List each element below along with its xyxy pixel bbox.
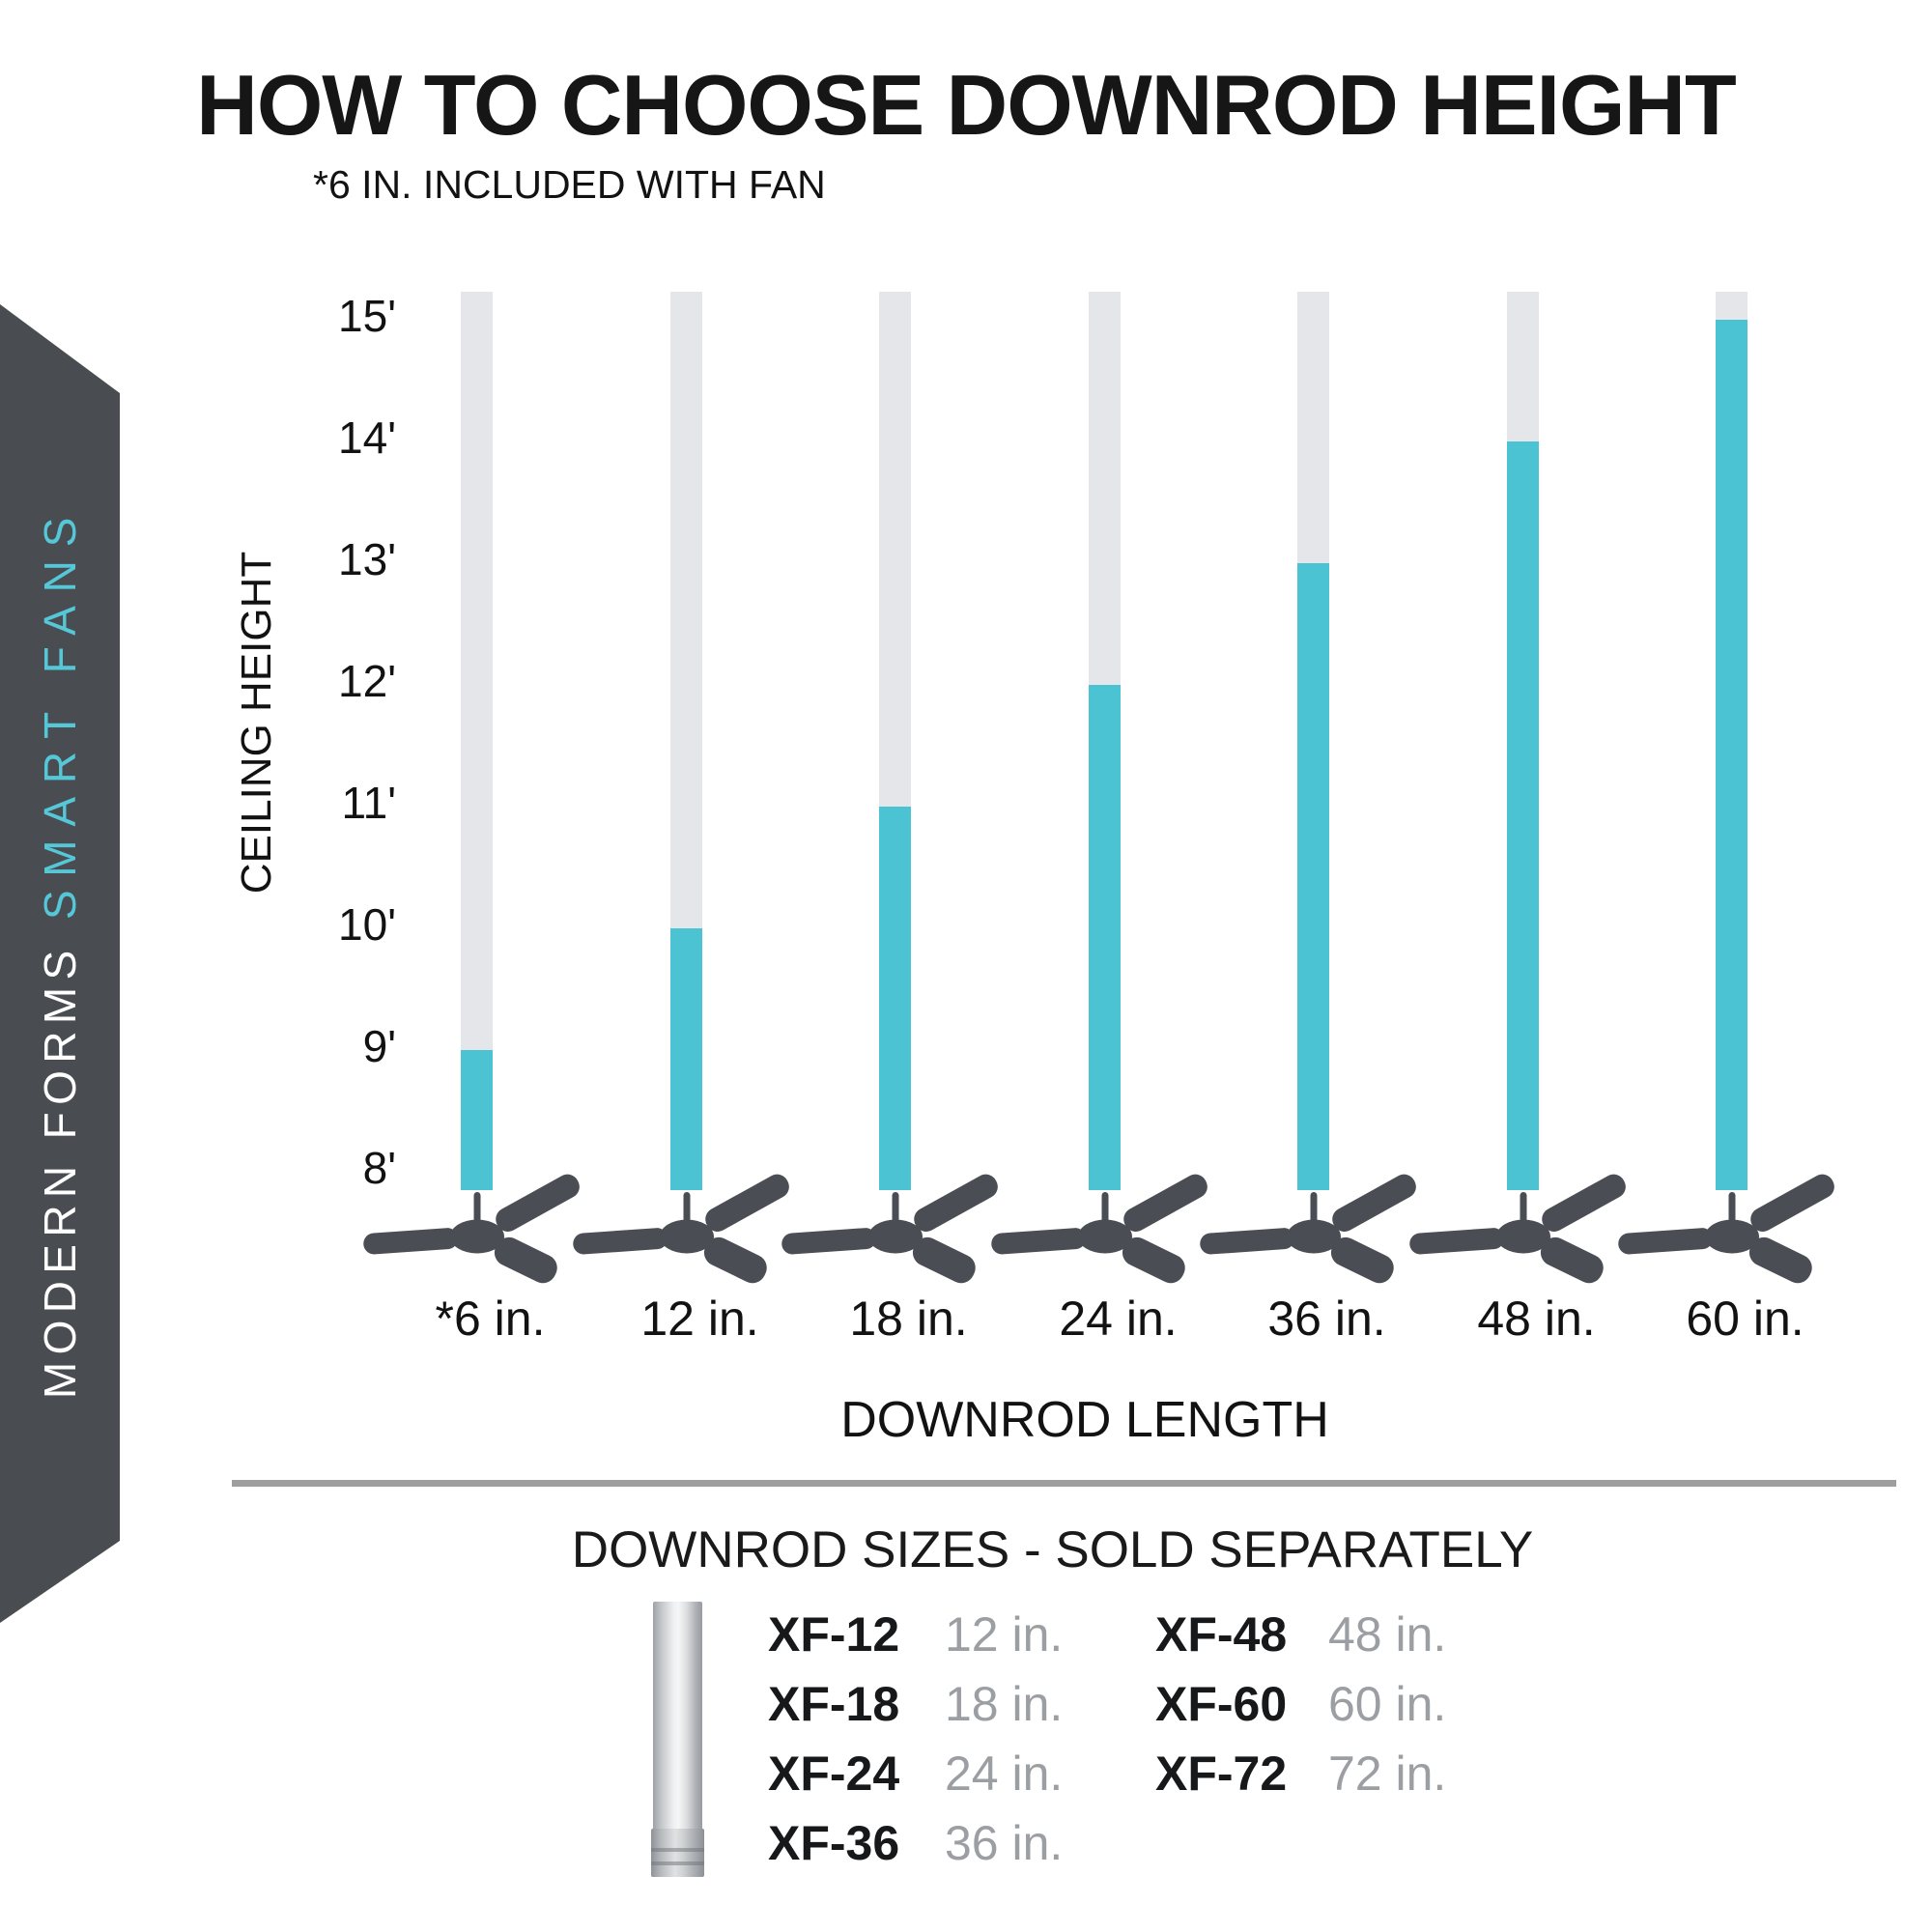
section-title: DOWNROD SIZES - SOLD SEPARATELY	[571, 1521, 1534, 1578]
downrod-length-label: 60 in.	[1686, 1292, 1804, 1346]
y-tick-label: 11'	[341, 778, 396, 828]
ceiling-fan-icon	[362, 1174, 580, 1284]
downrod-length-label: 24 in.	[1059, 1292, 1178, 1346]
downrod-ridge	[651, 1861, 704, 1865]
included-note: *6 IN. INCLUDED WITH FAN	[313, 162, 826, 207]
downrod-bar-fill	[879, 807, 911, 1190]
downrod-length-label: 36 in.	[1267, 1292, 1386, 1346]
ceiling-fan-icon	[781, 1174, 998, 1284]
downrod-coupler	[651, 1829, 704, 1877]
product-model: XF-36	[768, 1816, 900, 1870]
downrod-length-label: 18 in.	[849, 1292, 968, 1346]
downrod-bar-fill	[670, 928, 702, 1190]
ceiling-fan-icon	[1617, 1174, 1834, 1284]
downrod-bar-fill	[1716, 320, 1747, 1190]
downrod-ridge	[651, 1848, 704, 1852]
downrod-length-label: 48 in.	[1477, 1292, 1596, 1346]
ceiling-fan-icon	[1199, 1174, 1416, 1284]
downrod-bar-fill	[1297, 563, 1329, 1190]
downrod-image	[651, 1602, 704, 1877]
x-axis-label: DOWNROD LENGTH	[840, 1392, 1329, 1448]
page-title: HOW TO CHOOSE DOWNROD HEIGHT	[196, 57, 1736, 153]
y-tick-label: 14'	[338, 412, 396, 463]
ceiling-fan-icon	[1408, 1174, 1626, 1284]
product-model: XF-48	[1155, 1607, 1288, 1662]
product-model: XF-12	[768, 1607, 900, 1662]
product-size: 24 in.	[945, 1747, 1064, 1801]
product-model: XF-72	[1155, 1747, 1288, 1801]
downrod-bar-track	[461, 292, 493, 1190]
product-size: 18 in.	[945, 1677, 1064, 1731]
downrod-bar-fill	[1089, 685, 1121, 1190]
product-size: 72 in.	[1328, 1747, 1447, 1801]
product-model: XF-60	[1155, 1677, 1288, 1731]
y-tick-label: 10'	[338, 899, 396, 950]
brand-ribbon-text: MODERN FORMS SMART FANS	[34, 504, 86, 1399]
downrod-length-label: 12 in.	[640, 1292, 759, 1346]
y-tick-label: 12'	[338, 656, 396, 706]
product-model: XF-24	[768, 1747, 900, 1801]
product-size: 12 in.	[945, 1607, 1064, 1662]
downrod-length-label: *6 in.	[435, 1292, 546, 1346]
ceiling-fan-icon	[990, 1174, 1208, 1284]
product-model: XF-18	[768, 1677, 900, 1731]
downrod-bar-fill	[1507, 441, 1539, 1190]
product-size: 48 in.	[1328, 1607, 1447, 1662]
y-tick-label: 9'	[362, 1021, 396, 1071]
section-divider	[232, 1480, 1896, 1487]
product-size: 60 in.	[1328, 1677, 1447, 1731]
ceiling-fan-icon	[572, 1174, 789, 1284]
y-axis-label: CEILING HEIGHT	[233, 551, 280, 895]
brand-name: MODERN FORMS	[35, 943, 85, 1400]
downrod-bar-fill	[461, 1050, 493, 1190]
y-tick-label: 13'	[338, 534, 396, 584]
brand-ribbon	[0, 304, 120, 1623]
brand-tagline: SMART FANS	[35, 503, 85, 921]
y-tick-label: 8'	[362, 1143, 396, 1193]
product-size: 36 in.	[945, 1816, 1064, 1870]
y-tick-label: 15'	[338, 291, 396, 341]
